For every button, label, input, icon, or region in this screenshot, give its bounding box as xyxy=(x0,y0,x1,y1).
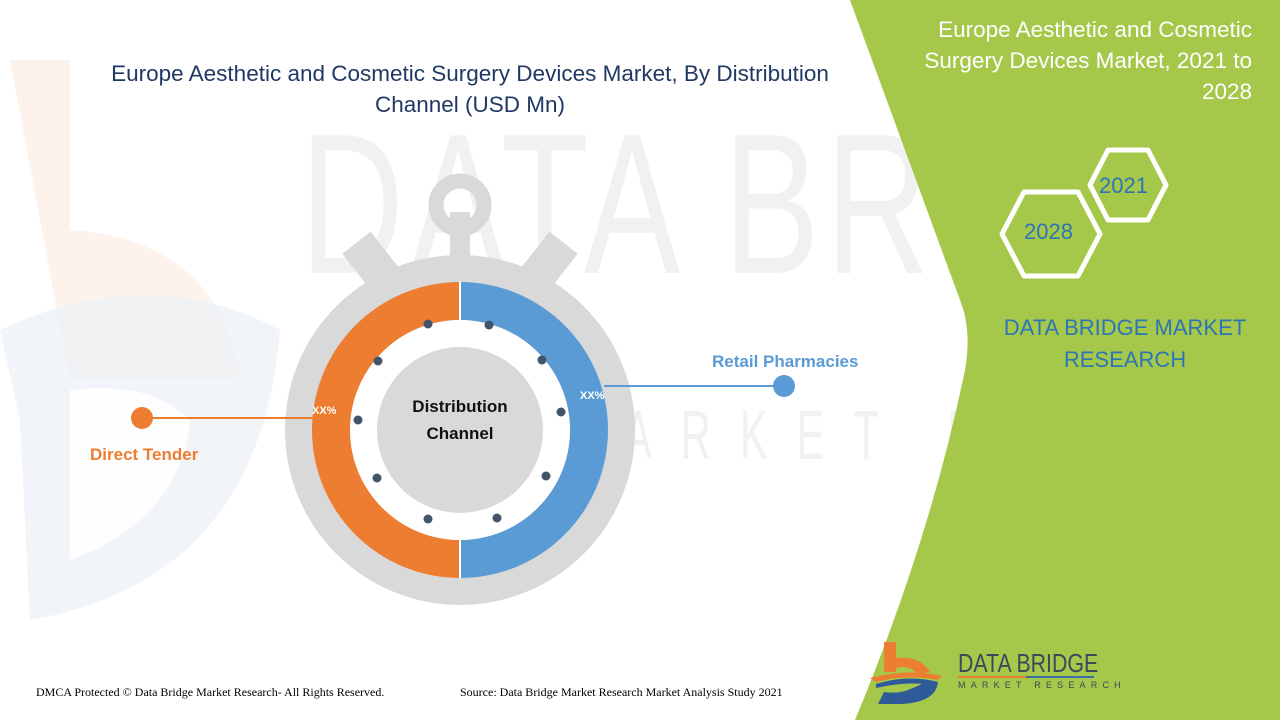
hexagon-year-icons xyxy=(999,147,1169,279)
center-label-line-2: Channel xyxy=(426,424,494,443)
center-label-line-1: Distribution xyxy=(412,397,508,416)
panel-title-line-3: 2028 xyxy=(1201,79,1252,104)
chart-title-line-1: Europe Aesthetic and Cosmetic Surgery De… xyxy=(111,61,829,86)
brand-name-line-1: DATA BRIDGE MARKET xyxy=(1003,315,1247,340)
chart-title: Europe Aesthetic and Cosmetic Surgery De… xyxy=(60,58,880,120)
segment-direct-tender xyxy=(312,282,460,578)
pct-direct-tender: XX% xyxy=(312,405,337,417)
panel-title: Europe Aesthetic and Cosmetic Surgery De… xyxy=(880,14,1252,107)
logo-subtitle: MARKET RESEARCH xyxy=(958,680,1126,690)
year-start-label: 2021 xyxy=(1099,173,1148,198)
callout-dot-retail-pharmacies xyxy=(773,375,795,397)
label-direct-tender: Direct Tender xyxy=(90,445,199,464)
data-bridge-logo-icon xyxy=(870,642,942,704)
panel-title-line-2: Surgery Devices Market, 2021 to xyxy=(924,48,1252,73)
panel-title-line-1: Europe Aesthetic and Cosmetic xyxy=(938,17,1252,42)
logo-name: DATA BRIDGE xyxy=(958,648,1099,678)
logo-divider xyxy=(958,676,1094,678)
year-end-label: 2028 xyxy=(1024,219,1073,244)
source-note: Source: Data Bridge Market Research Mark… xyxy=(460,685,783,699)
copyright-notice: DMCA Protected © Data Bridge Market Rese… xyxy=(36,685,385,699)
center-label: Distribution Channel xyxy=(378,393,542,447)
callout-dot-direct-tender xyxy=(131,407,153,429)
brand-name-line-2: RESEARCH xyxy=(1063,347,1187,372)
pct-retail-pharmacies: XX% xyxy=(580,390,605,402)
brand-name: DATA BRIDGE MARKET RESEARCH xyxy=(990,312,1260,376)
chart-title-line-2: Channel (USD Mn) xyxy=(374,92,566,117)
center-circle xyxy=(377,347,543,513)
label-retail-pharmacies: Retail Pharmacies xyxy=(712,352,859,371)
tick-dots xyxy=(353,319,566,524)
segment-retail-pharmacies xyxy=(460,282,608,578)
